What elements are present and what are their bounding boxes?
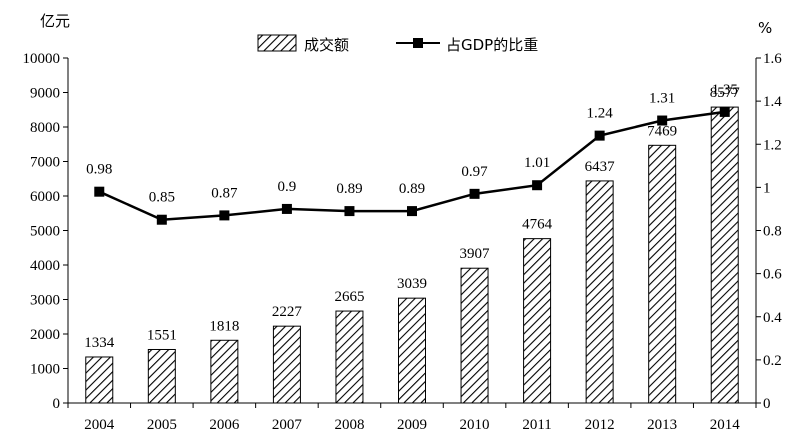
point-value-label: 0.85: [149, 190, 175, 206]
left-tick-label: 8000: [30, 120, 60, 136]
axes: 0100020003000400050006000700080009000100…: [23, 51, 783, 433]
right-tick-label: 1.4: [763, 94, 782, 110]
bar-value-label: 4764: [522, 217, 553, 233]
legend-line-label: 占GDP的比重: [446, 36, 538, 54]
point-value-label: 0.87: [211, 185, 238, 201]
bar-value-label: 1551: [147, 327, 177, 343]
line-point: [94, 186, 105, 197]
point-value-label: 0.9: [278, 179, 297, 195]
bar: [648, 144, 677, 404]
bar-value-label: 2227: [272, 304, 303, 320]
bar: [210, 339, 239, 404]
point-value-label: 1.31: [649, 91, 675, 107]
line-point: [219, 210, 230, 221]
left-tick-label: 7000: [30, 155, 60, 171]
right-tick-label: 1.6: [763, 51, 782, 67]
line-point: [344, 206, 355, 217]
point-value-label: 0.89: [399, 181, 425, 197]
left-tick-label: 4000: [30, 258, 60, 274]
right-tick-label: 1: [763, 180, 771, 196]
left-tick-label: 0: [53, 396, 61, 412]
right-tick-label: 0.6: [763, 267, 782, 283]
line-point: [156, 214, 167, 225]
x-tick-label: 2005: [147, 417, 177, 433]
bars: [85, 106, 739, 404]
line-series: [94, 106, 730, 225]
line-point: [469, 188, 480, 199]
right-tick-label: 0.2: [763, 353, 782, 369]
right-tick-label: 0.4: [763, 310, 782, 326]
x-tick-label: 2006: [209, 417, 240, 433]
point-value-label: 0.98: [86, 162, 112, 178]
line-point: [281, 203, 292, 214]
legend-bar-swatch: [257, 34, 297, 52]
x-tick-label: 2014: [710, 417, 741, 433]
bar: [585, 180, 614, 404]
line-point: [657, 115, 668, 126]
point-value-label: 1.24: [587, 106, 614, 122]
x-tick-label: 2013: [647, 417, 677, 433]
line-point: [594, 130, 605, 141]
bar-value-label: 3907: [460, 246, 491, 262]
legend-bar-label: 成交额: [304, 36, 349, 54]
right-tick-label: 0: [763, 396, 771, 412]
bar: [710, 106, 739, 404]
left-tick-label: 10000: [23, 51, 61, 67]
left-tick-label: 6000: [30, 189, 60, 205]
bar-value-label: 1818: [209, 318, 239, 334]
x-tick-label: 2004: [84, 417, 115, 433]
bar-value-label: 1334: [84, 335, 115, 351]
x-tick-label: 2011: [522, 417, 551, 433]
bar-value-label: 8577: [710, 85, 741, 101]
right-tick-label: 0.8: [763, 224, 782, 240]
bar-value-label: 6437: [585, 159, 616, 175]
point-value-label: 1.35: [712, 82, 738, 98]
bar-value-label: 2665: [334, 289, 364, 305]
point-labels: 0.98 0.85 0.87 0.9 0.89 0.89 0.97 1.01 1.24 1.31 1…: [86, 82, 738, 206]
point-value-label: 0.97: [461, 164, 488, 180]
line-point: [719, 106, 730, 117]
bar: [272, 325, 301, 404]
bar: [85, 356, 114, 404]
x-tick-label: 2008: [334, 417, 364, 433]
x-tick-label: 2007: [272, 417, 303, 433]
left-tick-label: 3000: [30, 293, 60, 309]
line-path: [98, 110, 725, 221]
left-tick-label: 1000: [30, 362, 60, 378]
bar-labels: 1334 1551 1818 2227 2665 3039 3907 4764 6437 7469…: [84, 85, 740, 351]
bar: [335, 310, 364, 404]
left-axis-unit: 亿元: [40, 12, 70, 30]
line-point: [407, 206, 417, 217]
x-tick-label: 2010: [460, 417, 490, 433]
right-tick-label: 1.2: [763, 137, 782, 153]
left-tick-label: 2000: [30, 327, 60, 343]
legend: 成交额 占GDP的比重: [257, 34, 538, 54]
point-value-label: 1.01: [524, 155, 550, 171]
bar: [398, 297, 426, 404]
x-tick-label: 2009: [397, 417, 427, 433]
left-tick-label: 5000: [30, 224, 60, 240]
bar-value-label: 3039: [397, 276, 427, 292]
legend-line-marker: [413, 38, 423, 48]
bar: [147, 348, 176, 404]
bar-value-label: 7469: [647, 123, 677, 139]
right-axis-unit: %: [758, 19, 772, 37]
point-value-label: 0.89: [336, 181, 362, 197]
left-tick-label: 9000: [30, 86, 60, 102]
bar: [523, 238, 552, 404]
x-tick-label: 2012: [585, 417, 615, 433]
bar: [460, 267, 489, 404]
line-point: [532, 180, 543, 191]
